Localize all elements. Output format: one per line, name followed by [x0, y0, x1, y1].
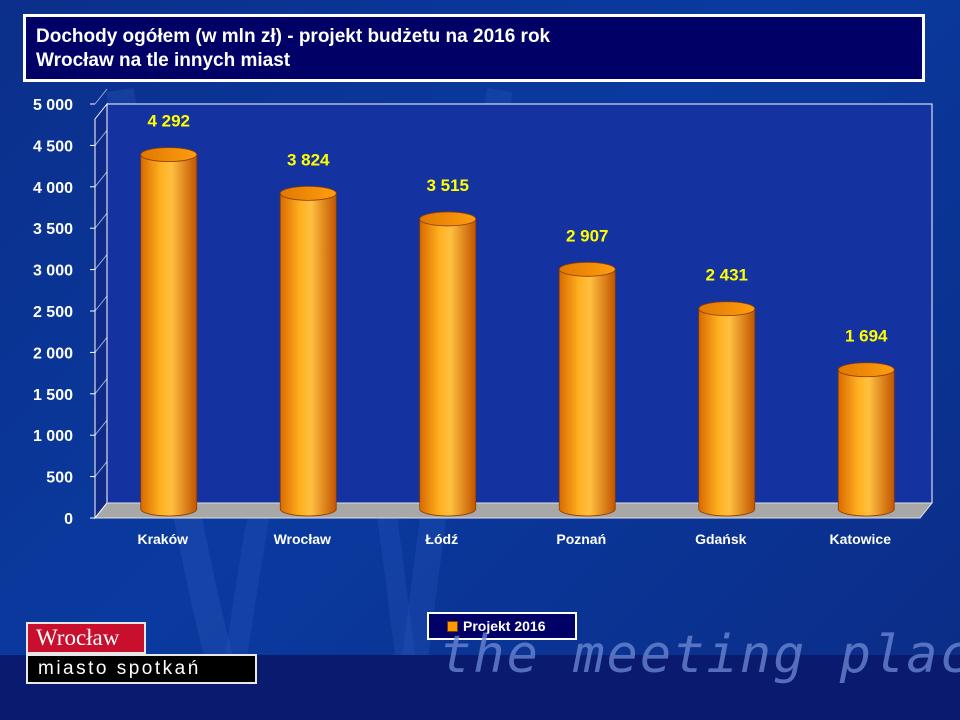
- title-box: Dochody ogółem (w mln zł) - projekt budż…: [23, 14, 925, 82]
- logo-tagline: miasto spotkań: [26, 654, 257, 684]
- y-tick-depth: [94, 171, 108, 188]
- y-tick-label: 2 000: [33, 345, 73, 362]
- y-tick-label: 3 000: [33, 263, 73, 280]
- bar: [837, 369, 895, 517]
- data-label: 3 515: [426, 176, 469, 195]
- bar: [558, 268, 616, 517]
- bar-cap: [837, 362, 895, 378]
- bar-cap: [279, 185, 337, 201]
- legend: Projekt 2016: [427, 612, 577, 640]
- category-label: Kraków: [137, 531, 188, 547]
- data-label: 2 907: [566, 226, 609, 245]
- plot-back-wall: [106, 103, 933, 504]
- y-tick-depth: [94, 419, 108, 436]
- y-tick-label: 2 500: [33, 304, 73, 321]
- y-tick-depth: [94, 254, 108, 270]
- category-label: Łódź: [425, 531, 458, 547]
- y-tick-label: 4 500: [33, 138, 73, 155]
- bar: [140, 154, 198, 517]
- y-tick-label: 5 000: [33, 97, 73, 114]
- y-tick-label: 0: [64, 511, 73, 528]
- y-tick-label: 1 000: [33, 428, 73, 445]
- data-label: 4 292: [147, 112, 190, 131]
- chart-title: Dochody ogółem (w mln zł) - projekt budż…: [36, 26, 551, 47]
- category-label: Wrocław: [274, 531, 331, 547]
- y-tick-depth: [94, 212, 108, 229]
- y-tick-depth: [94, 130, 108, 146]
- plot-side-wall: [94, 102, 108, 520]
- data-label: 1 694: [845, 327, 888, 346]
- data-label: 3 824: [287, 150, 330, 169]
- bar-cap: [698, 301, 756, 317]
- y-tick-depth: [94, 337, 108, 353]
- slogan: the meeting place: [440, 625, 960, 685]
- bar: [279, 192, 337, 517]
- data-label: 2 431: [705, 266, 748, 285]
- category-label: Katowice: [830, 531, 892, 547]
- chart-subtitle: Wrocław na tle innych miast: [36, 50, 291, 71]
- bar-cap: [558, 261, 616, 277]
- y-tick-depth: [94, 378, 108, 395]
- y-tick-depth: [94, 461, 108, 477]
- y-tick-label: 1 500: [33, 387, 73, 404]
- legend-label: Projekt 2016: [463, 618, 546, 634]
- y-tick-label: 500: [46, 470, 73, 487]
- y-tick-depth: [94, 295, 108, 312]
- bar-cap: [140, 147, 198, 163]
- bar-cap: [419, 211, 477, 227]
- category-label: Poznań: [556, 531, 606, 547]
- y-tick-label: 3 500: [33, 221, 73, 238]
- plot-floor: [93, 502, 934, 519]
- y-tick-label: 4 000: [33, 180, 73, 197]
- wroclaw-logo: Wrocław: [26, 622, 146, 654]
- bar: [419, 218, 477, 517]
- y-tick-depth: [94, 88, 108, 105]
- legend-swatch: [447, 620, 458, 632]
- bar: [698, 308, 756, 517]
- y-tick-depth: [94, 502, 108, 519]
- category-label: Gdańsk: [695, 531, 747, 547]
